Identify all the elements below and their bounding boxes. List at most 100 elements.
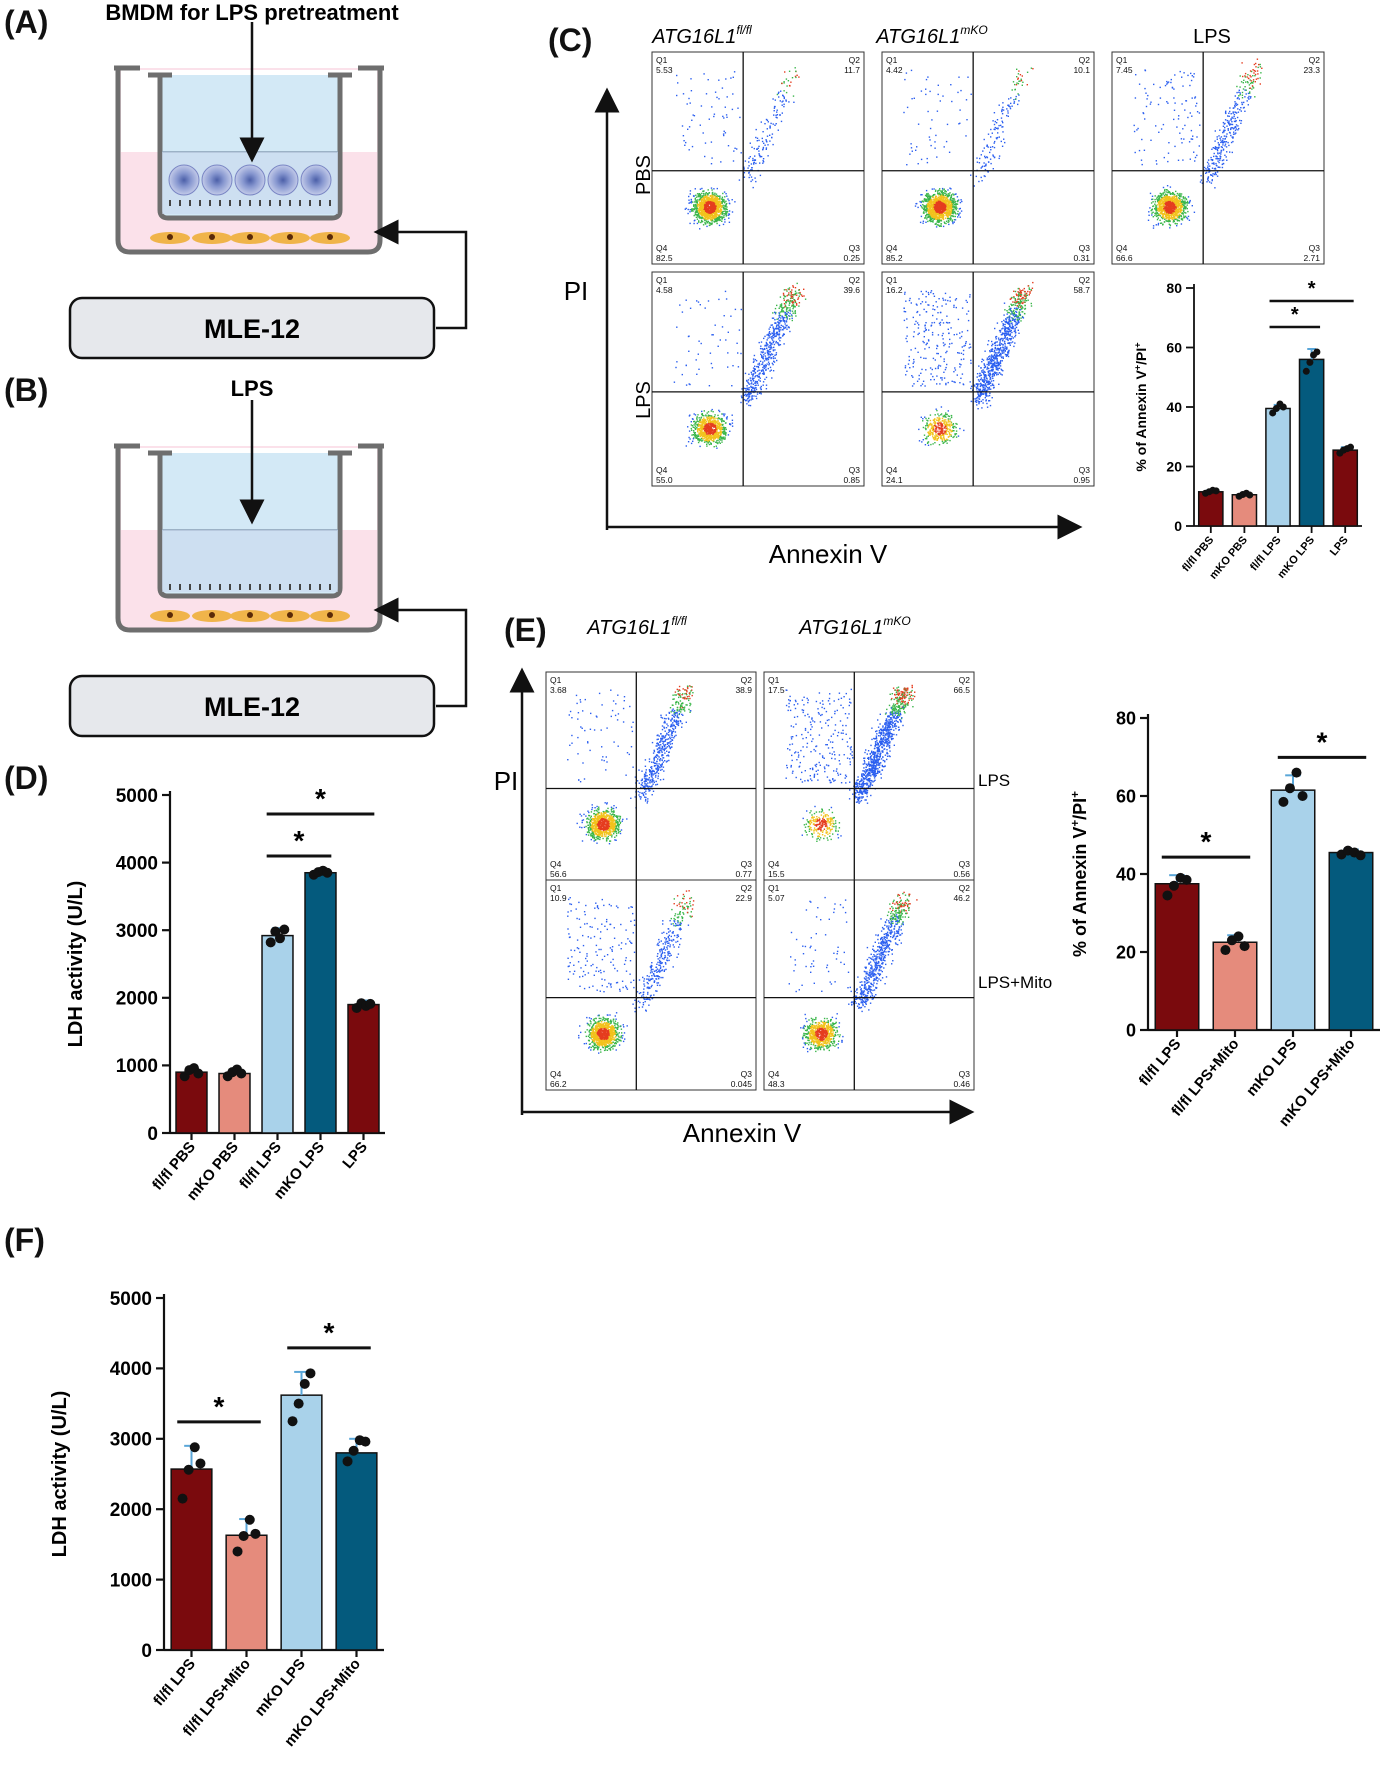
- bar: [1197, 491, 1224, 527]
- y-tick-label: 1000: [110, 1570, 152, 1591]
- y-tick-label: 60: [1116, 786, 1136, 806]
- x-category-label: mKO LPS: [1243, 1036, 1300, 1100]
- y-tick-label: 0: [147, 1124, 158, 1145]
- data-point: [365, 998, 376, 1009]
- quad-value-q4: 82.5: [656, 253, 673, 263]
- bar: [335, 1452, 378, 1651]
- data-point: [250, 1528, 261, 1539]
- quad-label-q2: Q2: [959, 883, 971, 893]
- quad-label-q4: Q4: [1116, 243, 1128, 253]
- significance-star: *: [1291, 304, 1299, 326]
- quad-value-q2: 22.9: [735, 893, 752, 903]
- bar: [1231, 494, 1258, 527]
- data-point: [177, 1493, 188, 1504]
- bmdm-label: BMDM for LPS pretreatment: [105, 0, 399, 25]
- x-category-label: fl/fl LPS: [1248, 534, 1284, 573]
- data-point: [1220, 945, 1231, 956]
- quad-label-q2: Q2: [1309, 55, 1321, 65]
- quad-label-q3: Q3: [1309, 243, 1321, 253]
- c-y-axis-label: PI: [564, 276, 589, 306]
- data-point: [1212, 487, 1220, 495]
- quad-value-q1: 10.9: [550, 893, 567, 903]
- lps-label-b: LPS: [231, 376, 274, 401]
- flow-grid-e: ATG16L1fl/fl ATG16L1mKO LPS LPS+Mito PI …: [494, 614, 1052, 1148]
- quad-value-q2: 58.7: [1073, 285, 1090, 295]
- y-tick-label: 0: [141, 1641, 152, 1662]
- quad-label-q4: Q4: [550, 1069, 562, 1079]
- data-point: [244, 1514, 255, 1525]
- quad-value-q3: 0.25: [843, 253, 860, 263]
- quad-label-q2: Q2: [1079, 55, 1091, 65]
- mle12-box-a: [68, 296, 436, 360]
- significance-star: *: [315, 783, 326, 814]
- quad-value-q1: 17.5: [768, 685, 785, 695]
- quad-label-q4: Q4: [886, 243, 898, 253]
- significance-star: *: [294, 825, 305, 856]
- mle12-label-a: MLE-12: [204, 314, 300, 344]
- quad-value-q2: 11.7: [844, 65, 860, 75]
- quad-label-q4: Q4: [768, 1069, 780, 1079]
- y-tick-label: 4000: [110, 1359, 152, 1380]
- quad-label-q3: Q3: [741, 859, 753, 869]
- c-row-label-lps: LPS: [633, 381, 655, 419]
- data-point: [1181, 874, 1192, 885]
- bar: [170, 1468, 213, 1651]
- y-tick-label: 2000: [110, 1500, 152, 1521]
- data-point: [1233, 931, 1244, 942]
- quad-label-q3: Q3: [741, 1069, 753, 1079]
- significance-star: *: [214, 1391, 225, 1422]
- bar: [1212, 941, 1258, 1031]
- significance-star: *: [324, 1317, 335, 1348]
- data-point: [1168, 880, 1179, 891]
- quad-label-q4: Q4: [656, 465, 668, 475]
- quad-value-q4: 15.5: [768, 869, 785, 879]
- data-point: [1306, 358, 1314, 366]
- quad-value-q3: 0.95: [1073, 475, 1090, 485]
- x-category-label: fl/fl LPS: [1136, 1036, 1185, 1090]
- quad-value-q3: 2.71: [1303, 253, 1320, 263]
- significance-star: *: [1308, 278, 1316, 300]
- quad-value-q3: 0.77: [735, 869, 752, 879]
- data-point: [232, 1546, 243, 1557]
- quad-label-q3: Q3: [1079, 243, 1091, 253]
- quad-value-q4: 48.3: [768, 1079, 785, 1089]
- transwell-diagram-a: BMDM for LPS pretreatment MLE-12: [68, 0, 468, 360]
- bar: [347, 1003, 380, 1134]
- quad-value-q3: 0.85: [843, 475, 860, 485]
- c-col-title-1: ATG16L1fl/fl: [651, 23, 752, 48]
- quad-label-q4: Q4: [656, 243, 668, 253]
- data-point: [193, 1068, 204, 1079]
- quad-value-q3: 0.045: [731, 1079, 753, 1089]
- quad-value-q4: 66.2: [550, 1079, 567, 1089]
- significance-star: *: [1201, 826, 1212, 857]
- data-point: [183, 1464, 194, 1475]
- panel-letter-a: (A): [4, 4, 49, 40]
- arrow-feedback-b: [373, 597, 468, 708]
- bar: [1270, 789, 1316, 1031]
- quad-value-q3: 0.56: [953, 869, 970, 879]
- quad-label-q3: Q3: [959, 859, 971, 869]
- data-point: [305, 1368, 316, 1379]
- quad-label-q2: Q2: [849, 55, 861, 65]
- significance-star: *: [1317, 726, 1328, 757]
- quad-value-q2: 38.9: [735, 685, 752, 695]
- quad-label-q3: Q3: [1079, 465, 1091, 475]
- y-tick-label: 20: [1166, 459, 1182, 475]
- quad-label-q4: Q4: [550, 859, 562, 869]
- c-col-title-2: ATG16L1mKO: [875, 23, 987, 48]
- quad-value-q1: 4.42: [886, 65, 903, 75]
- e-row-label-lps-mito: LPS+Mito: [978, 973, 1052, 992]
- e-x-axis-label: Annexin V: [683, 1118, 802, 1148]
- quad-label-q1: Q1: [1116, 55, 1128, 65]
- data-point: [265, 937, 276, 948]
- c-col-title-3: LPS: [1193, 26, 1231, 48]
- quad-label-q1: Q1: [550, 883, 562, 893]
- mle12-box-b: [68, 674, 436, 738]
- quad-label-q1: Q1: [886, 55, 898, 65]
- y-tick-label: 0: [1174, 518, 1182, 534]
- quad-value-q2: 39.6: [843, 285, 860, 295]
